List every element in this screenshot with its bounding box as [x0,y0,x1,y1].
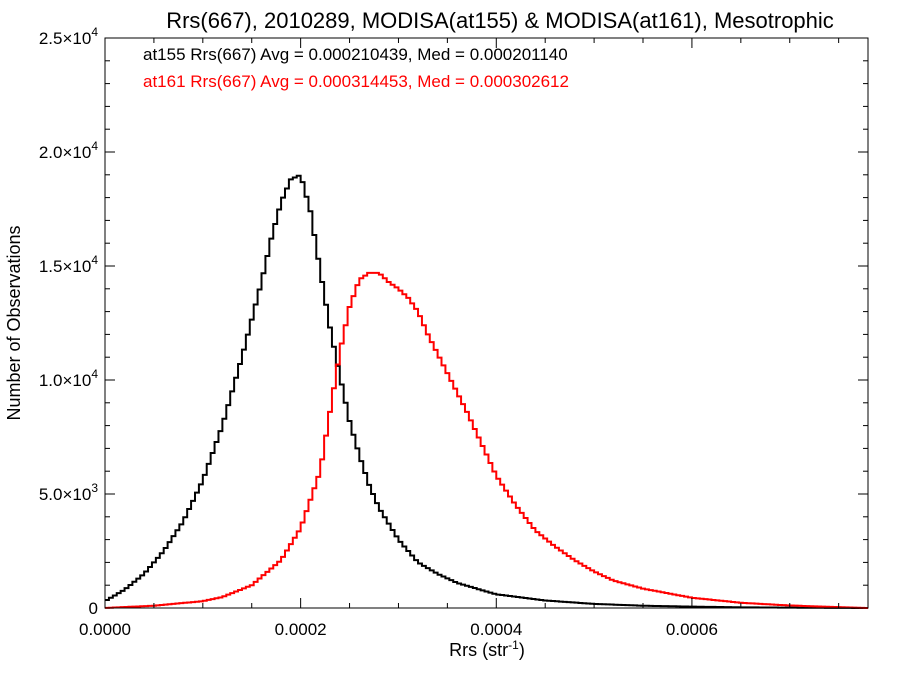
chart-title: Rrs(667), 2010289, MODISA(at155) & MODIS… [166,8,834,33]
stats-annotation-1: at155 Rrs(667) Avg = 0.000210439, Med = … [143,45,568,64]
x-axis-label: Rrs (str-1) [449,638,525,660]
y-axis-ticks: 0 5.0×103 1.0×104 1.5×104 2.0×104 2.5×104 [39,25,868,618]
y-tick-label: 5.0×103 [39,481,98,504]
x-axis-ticks: 0.0000 0.0002 0.0004 0.0006 [79,38,840,639]
series-layer [105,174,868,609]
stats-annotation-2: at161 Rrs(667) Avg = 0.000314453, Med = … [143,72,569,91]
y-tick-label: 1.0×104 [39,367,98,390]
y-tick-label: 0 [89,599,98,618]
y-tick-label: 2.0×104 [39,139,98,162]
series-line-1 [105,174,868,609]
y-tick-label: 1.5×104 [39,253,98,276]
x-tick-label: 0.0004 [470,620,522,639]
y-axis-label: Number of Observations [4,225,24,420]
x-tick-label: 0.0006 [666,620,718,639]
x-tick-label: 0.0002 [275,620,327,639]
annotations: at155 Rrs(667) Avg = 0.000210439, Med = … [143,45,569,91]
series-line-2 [105,271,868,609]
x-tick-label: 0.0000 [79,620,131,639]
y-tick-label: 2.5×104 [39,25,98,48]
x-axis-label-exponent: -1 [508,638,519,652]
plot-frame [104,37,869,609]
